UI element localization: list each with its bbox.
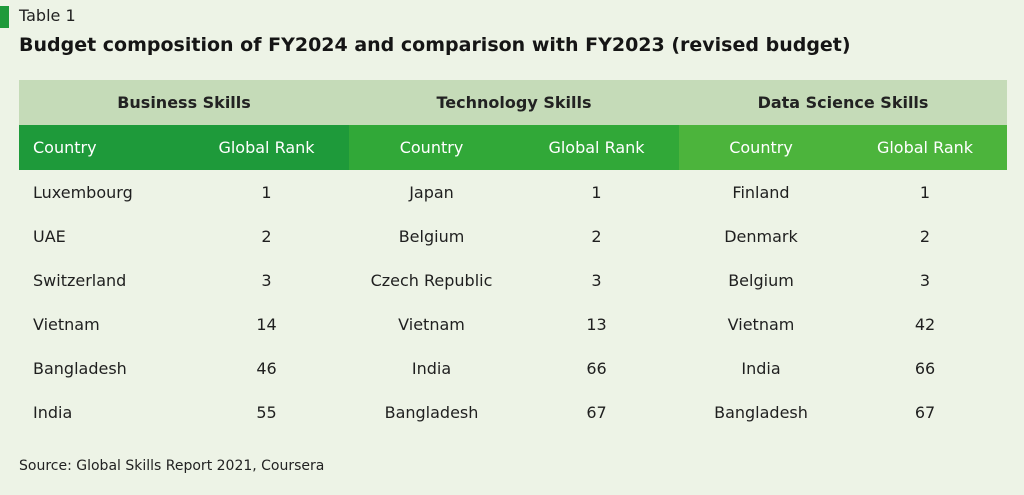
table-title: Budget composition of FY2024 and compari…	[19, 34, 851, 56]
table-cell: Vietnam	[727, 314, 795, 334]
table-row: Bangladesh 46 India 66 India 66	[19, 346, 1007, 390]
table-cell: Vietnam	[398, 314, 465, 334]
table-cell: 55	[256, 402, 277, 422]
table-cell: 3	[591, 270, 602, 290]
group-header-data-science: Data Science Skills	[679, 80, 1007, 125]
group-header-technology: Technology Skills	[349, 80, 679, 125]
table-cell: India	[741, 358, 781, 378]
table-cell: Czech Republic	[370, 270, 493, 290]
table-cell: Bangladesh	[33, 358, 127, 378]
table-row: Switzerland 3 Czech Republic 3 Belgium 3	[19, 258, 1007, 302]
table-cell: India	[33, 402, 73, 422]
table-cell: 2	[919, 226, 931, 246]
table-cell: Vietnam	[33, 314, 100, 334]
table-cell: 66	[586, 358, 607, 378]
table-label: Table 1	[19, 6, 76, 25]
table-row: UAE 2 Belgium 2 Denmark 2	[19, 214, 1007, 258]
table-cell: 14	[256, 314, 277, 334]
table-cell: India	[411, 358, 452, 378]
table-cell: Belgium	[728, 270, 794, 290]
table-cell: 66	[914, 358, 936, 378]
group-header-row: Business Skills Technology Skills Data S…	[19, 80, 1007, 125]
table-row: Luxembourg 1 Japan 1 Finland 1	[19, 170, 1007, 214]
column-header: Country	[679, 125, 843, 170]
table-cell: 3	[261, 270, 272, 290]
table-cell: Luxembourg	[33, 182, 133, 202]
skills-ranking-table: Business Skills Technology Skills Data S…	[19, 80, 1007, 434]
column-header-row: Country Global Rank Country Global Rank …	[19, 125, 1007, 170]
table-cell: UAE	[33, 226, 66, 246]
table-cell: 67	[586, 402, 607, 422]
table-row: India 55 Bangladesh 67 Bangladesh 67	[19, 390, 1007, 434]
table-cell: Bangladesh	[714, 402, 808, 422]
table-cell: 67	[914, 402, 936, 422]
column-header: Global Rank	[843, 125, 1007, 170]
table-cell: 46	[256, 358, 277, 378]
column-header: Country	[19, 125, 184, 170]
column-header: Global Rank	[184, 125, 349, 170]
table-cell: 2	[591, 226, 602, 246]
table-cell: 42	[914, 314, 936, 334]
column-header: Country	[349, 125, 514, 170]
table-cell: 1	[919, 182, 931, 202]
table-cell: 2	[261, 226, 272, 246]
group-header-business: Business Skills	[19, 80, 349, 125]
column-header: Global Rank	[514, 125, 679, 170]
table-cell: Switzerland	[33, 270, 127, 290]
source-note: Source: Global Skills Report 2021, Cours…	[19, 458, 325, 474]
table-cell: 1	[261, 182, 272, 202]
table-cell: Denmark	[724, 226, 798, 246]
table-cell: 1	[591, 182, 602, 202]
table-cell: Japan	[409, 182, 454, 202]
table-cell: Bangladesh	[384, 402, 479, 422]
table-cell: 3	[919, 270, 931, 290]
table-row: Vietnam 14 Vietnam 13 Vietnam 42	[19, 302, 1007, 346]
title-accent-bar	[0, 6, 9, 28]
table-cell: Belgium	[398, 226, 465, 246]
table-cell: 13	[586, 314, 607, 334]
table-cell: Finland	[732, 182, 790, 202]
